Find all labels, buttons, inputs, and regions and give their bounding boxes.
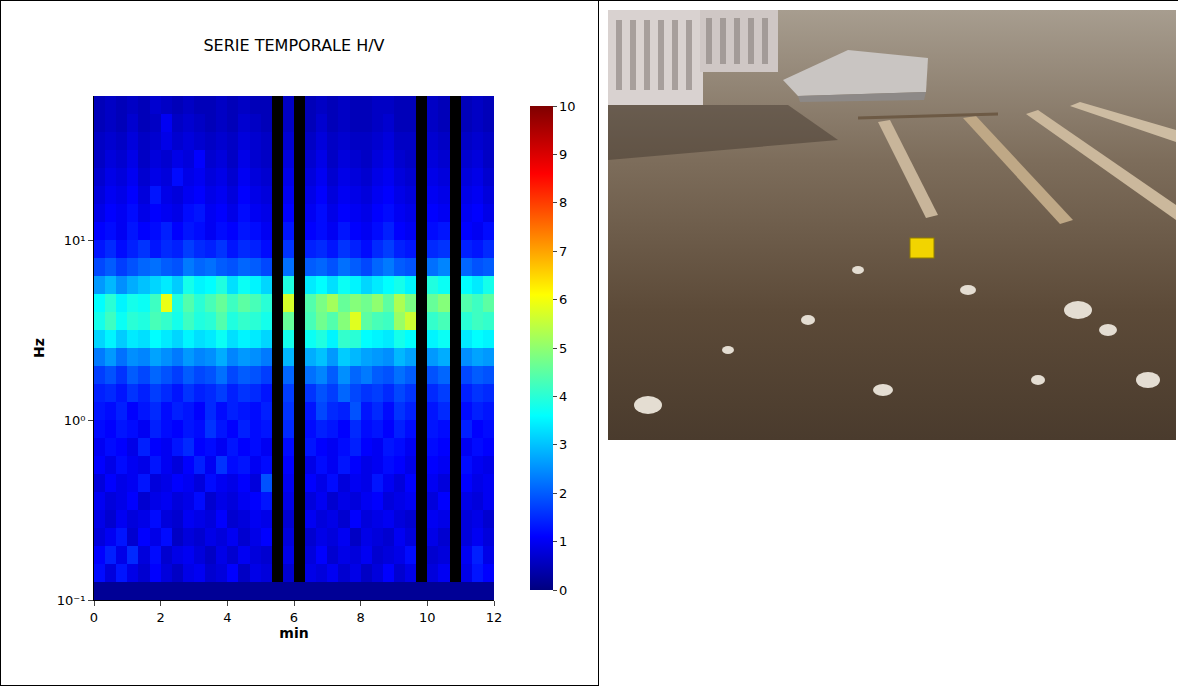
svg-text:7: 7 [559,244,567,259]
svg-text:10¹: 10¹ [64,233,86,248]
svg-text:min: min [279,625,308,641]
svg-text:10⁻¹: 10⁻¹ [57,593,86,608]
svg-text:10⁰: 10⁰ [64,413,86,428]
svg-text:0: 0 [559,583,567,598]
svg-text:10: 10 [419,610,436,625]
svg-text:6: 6 [290,610,298,625]
svg-text:2: 2 [157,610,165,625]
svg-text:2: 2 [559,486,567,501]
svg-text:5: 5 [559,341,567,356]
svg-text:1: 1 [559,534,567,549]
svg-text:6: 6 [559,292,567,307]
svg-text:4: 4 [223,610,231,625]
svg-text:8: 8 [559,195,567,210]
svg-text:10: 10 [559,99,576,114]
svg-text:Hz: Hz [31,338,47,358]
svg-text:8: 8 [357,610,365,625]
svg-text:4: 4 [559,389,567,404]
svg-text:SERIE TEMPORALE H/V: SERIE TEMPORALE H/V [203,36,384,55]
svg-text:3: 3 [559,437,567,452]
svg-text:0: 0 [90,610,98,625]
svg-text:12: 12 [486,610,503,625]
svg-text:9: 9 [559,147,567,162]
